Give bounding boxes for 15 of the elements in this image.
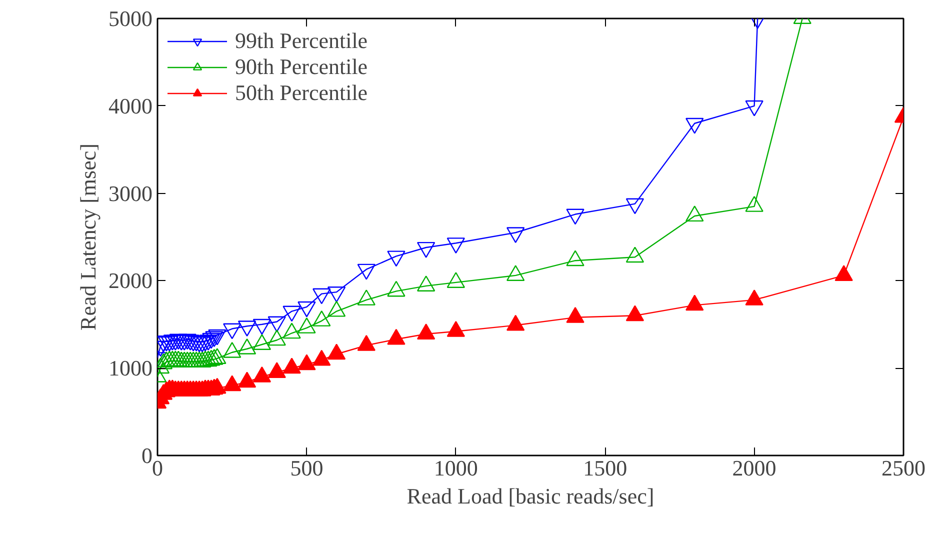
x-tick-label: 2500 <box>882 456 926 480</box>
legend-label: 50th Percentile <box>235 80 368 106</box>
y-tick-label: 5000 <box>108 6 152 31</box>
y-tick-label: 3000 <box>108 180 152 206</box>
y-tick-label: 2000 <box>108 268 152 294</box>
y-tick-label: 1000 <box>108 356 152 381</box>
x-tick-label: 500 <box>290 456 324 480</box>
x-tick-label: 1500 <box>583 456 628 480</box>
legend-label: 90th Percentile <box>235 54 368 80</box>
x-tick-label: 2000 <box>732 456 776 480</box>
x-axis-title: Read Load [basic reads/sec] <box>406 484 654 508</box>
y-tick-label: 4000 <box>108 93 152 118</box>
legend-label: 99th Percentile <box>235 28 368 54</box>
x-tick-label: 1000 <box>434 456 478 480</box>
y-axis-title: Read Latency [msec] <box>76 144 100 330</box>
